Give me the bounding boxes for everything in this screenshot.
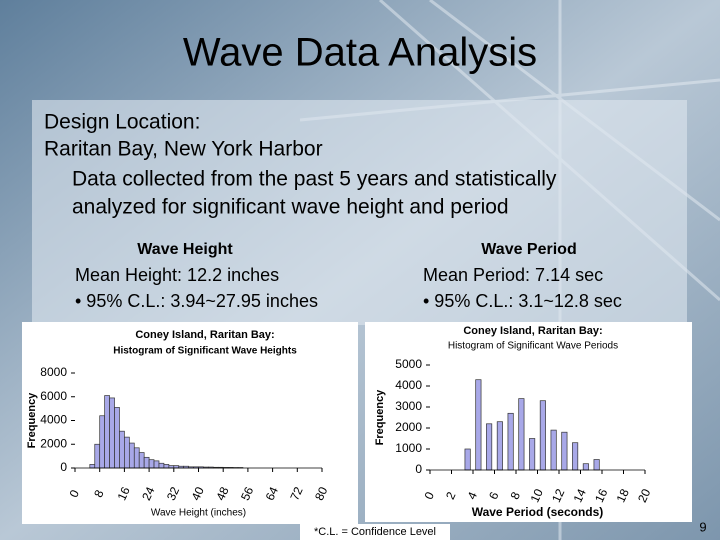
column-line: Mean Period: 7.14 sec	[423, 265, 603, 285]
column-line: • 95% C.L.: 3.94~27.95 inches	[75, 291, 318, 311]
x-axis-label: Wave Height (inches)	[151, 508, 246, 519]
y-tick-label: 5000	[395, 357, 422, 371]
bar	[562, 432, 567, 470]
bar	[508, 413, 513, 470]
bar	[465, 449, 470, 470]
slide-title: Wave Data Analysis	[183, 31, 537, 75]
body-line: analyzed for significant wave height and…	[72, 196, 509, 219]
bar	[110, 398, 115, 468]
column-heading: Wave Height	[137, 241, 233, 258]
bar	[164, 464, 169, 468]
bar	[144, 457, 149, 468]
bar	[572, 443, 577, 470]
chart-title: Coney Island, Raritan Bay:	[463, 325, 602, 337]
bar	[519, 399, 524, 470]
bar	[129, 443, 134, 468]
bar	[90, 464, 95, 468]
y-tick-label: 3000	[395, 399, 422, 413]
bar	[134, 448, 139, 468]
y-tick-label: 4000	[395, 378, 422, 392]
bar	[476, 380, 481, 470]
bar	[139, 453, 144, 468]
x-axis-label: Wave Period (seconds)	[472, 505, 604, 519]
bar	[105, 396, 110, 468]
bar	[95, 444, 100, 468]
chart-subtitle: Histogram of Significant Wave Periods	[448, 341, 618, 352]
bar	[119, 431, 124, 468]
bar	[594, 460, 599, 471]
bar	[149, 460, 154, 468]
bar	[124, 437, 129, 468]
bar	[154, 461, 159, 468]
y-tick-label: 0	[60, 460, 67, 474]
bar	[159, 463, 164, 468]
y-tick-label: 6000	[40, 389, 67, 403]
bar	[551, 430, 556, 470]
bar	[540, 401, 545, 470]
chart-subtitle: Histogram of Significant Wave Heights	[113, 346, 297, 357]
y-tick-label: 8000	[40, 365, 67, 379]
body-line: Data collected from the past 5 years and…	[72, 168, 557, 191]
body-line: Design Location:	[44, 111, 200, 134]
y-tick-label: 2000	[40, 436, 67, 450]
column-line: Mean Height: 12.2 inches	[75, 265, 279, 285]
y-axis-label: Frequency	[26, 392, 38, 449]
bar	[529, 439, 534, 471]
y-tick-label: 0	[415, 462, 422, 476]
bar	[497, 422, 502, 470]
bar	[115, 407, 120, 468]
y-tick-label: 4000	[40, 413, 67, 427]
bar	[486, 424, 491, 470]
page-number: 9	[699, 519, 706, 534]
y-tick-label: 1000	[395, 441, 422, 455]
bar	[100, 416, 105, 468]
y-axis-label: Frequency	[374, 389, 386, 446]
chart-title: Coney Island, Raritan Bay:	[135, 329, 274, 341]
body-line: Raritan Bay, New York Harbor	[44, 138, 323, 161]
footnote: *C.L. = Confidence Level	[314, 526, 436, 538]
column-heading: Wave Period	[481, 241, 576, 258]
bar	[583, 464, 588, 470]
y-tick-label: 2000	[395, 420, 422, 434]
column-line: • 95% C.L.: 3.1~12.8 sec	[423, 291, 622, 311]
